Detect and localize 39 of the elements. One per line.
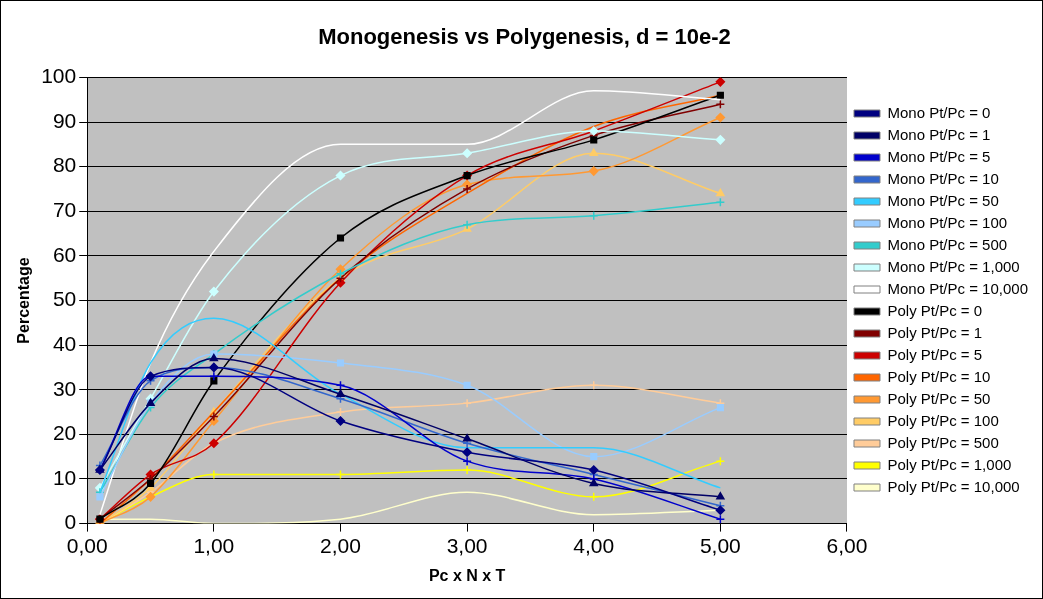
legend-label: Poly Pt/Pc = 500 xyxy=(887,433,999,451)
legend-label: Mono Pt/Pc = 1,000 xyxy=(887,257,1020,275)
x-tick-label: 5,00 xyxy=(699,534,741,557)
y-tick-label: 70 xyxy=(52,198,77,222)
y-tick-label: 100 xyxy=(41,64,77,88)
legend-label: Mono Pt/Pc = 50 xyxy=(887,191,999,209)
legend-label: Poly Pt/Pc = 1,000 xyxy=(887,455,1012,473)
legend-label: Poly Pt/Pc = 10,000 xyxy=(887,477,1020,495)
y-tick-label: 80 xyxy=(52,153,77,177)
legend-label: Mono Pt/Pc = 0 xyxy=(887,103,991,121)
y-tick-label: 90 xyxy=(52,108,77,132)
y-tick-label: 60 xyxy=(52,242,77,266)
legend-label: Poly Pt/Pc = 1 xyxy=(887,323,983,341)
legend-label: Mono Pt/Pc = 100 xyxy=(887,213,1008,231)
y-tick-label: 50 xyxy=(52,287,77,311)
y-tick-label: 20 xyxy=(52,421,77,445)
x-tick-label: 2,00 xyxy=(320,534,361,557)
legend-label: Mono Pt/Pc = 1 xyxy=(887,125,991,143)
x-tick-label: 0,00 xyxy=(66,534,108,557)
legend-label: Poly Pt/Pc = 0 xyxy=(887,301,983,319)
chart-title: Monogenesis vs Polygenesis, d = 10e-2 xyxy=(318,24,731,50)
legend-label: Poly Pt/Pc = 10 xyxy=(887,367,991,385)
x-tick-label: 1,00 xyxy=(193,534,235,557)
y-axis-title: Percentage xyxy=(15,257,33,344)
x-axis-title: Pc x N x T xyxy=(428,566,506,584)
y-tick-label: 40 xyxy=(52,331,77,355)
legend-label: Mono Pt/Pc = 10,000 xyxy=(887,279,1029,297)
x-tick-label: 4,00 xyxy=(573,534,615,557)
legend-label: Poly Pt/Pc = 100 xyxy=(887,411,999,429)
x-tick-label: 3,00 xyxy=(446,534,488,557)
x-tick-label: 6,00 xyxy=(826,534,868,557)
legend-label: Mono Pt/Pc = 10 xyxy=(887,169,999,187)
legend-label: Mono Pt/Pc = 5 xyxy=(887,147,991,165)
y-tick-label: 10 xyxy=(52,465,77,489)
y-tick-label: 0 xyxy=(64,510,77,534)
legend-label: Mono Pt/Pc = 500 xyxy=(887,235,1008,253)
legend-label: Poly Pt/Pc = 50 xyxy=(887,389,991,407)
y-tick-label: 30 xyxy=(52,376,77,400)
legend-label: Poly Pt/Pc = 5 xyxy=(887,345,983,363)
